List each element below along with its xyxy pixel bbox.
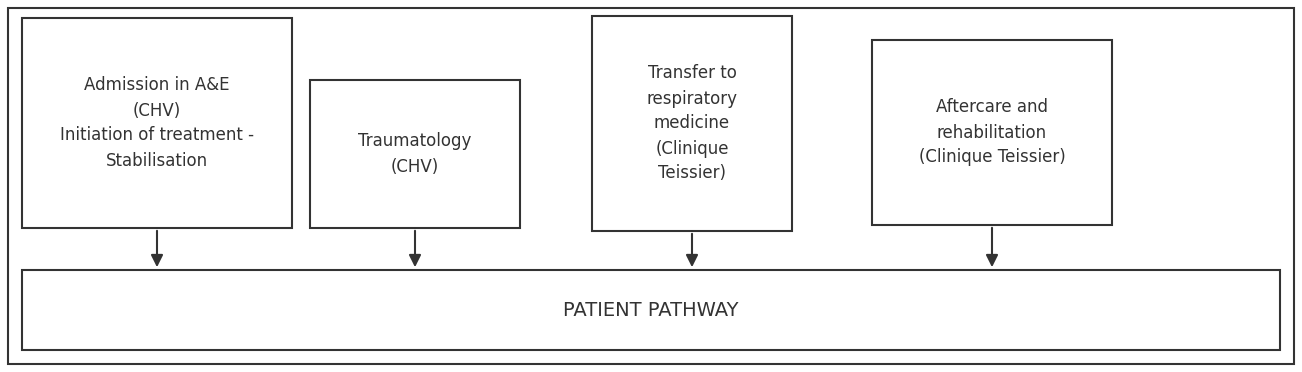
Bar [310,80,519,228]
Bar [592,16,792,231]
Text: Traumatology
(CHV): Traumatology (CHV) [358,132,471,176]
Text: Admission in A&E
(CHV)
Initiation of treatment -
Stabilisation: Admission in A&E (CHV) Initiation of tre… [60,77,254,170]
Text: PATIENT PATHWAY: PATIENT PATHWAY [564,301,738,320]
Bar [872,40,1112,225]
Bar [22,18,292,228]
Text: Aftercare and
rehabilitation
(Clinique Teissier): Aftercare and rehabilitation (Clinique T… [919,99,1065,167]
Bar [22,270,1280,350]
Text: Transfer to
respiratory
medicine
(Clinique
Teissier): Transfer to respiratory medicine (Cliniq… [647,64,737,183]
